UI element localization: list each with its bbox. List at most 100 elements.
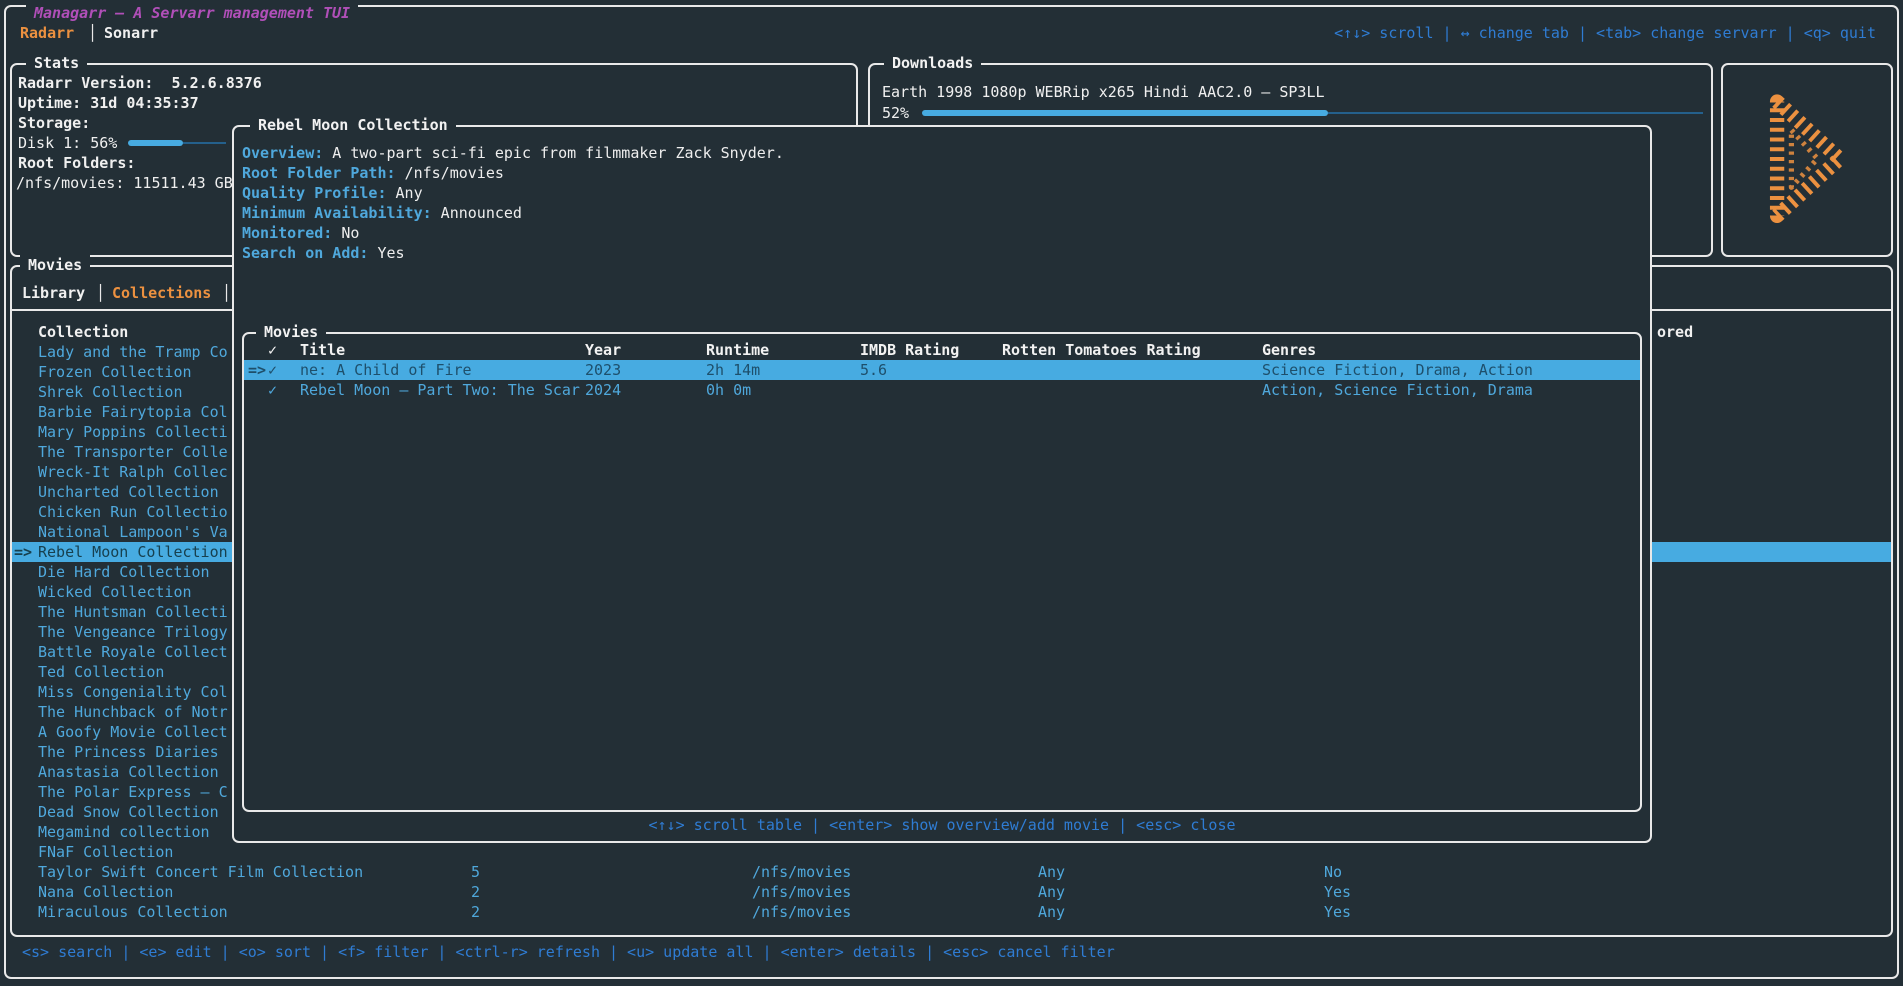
- collection-row[interactable]: Battle Royale Collect: [12, 642, 1891, 662]
- collection-row[interactable]: The Huntsman Collecti: [12, 602, 1891, 622]
- tab-sonarr[interactable]: Sonarr: [104, 24, 159, 42]
- collection-row[interactable]: Wicked Collection: [12, 582, 1891, 602]
- field-label: Overview:: [242, 144, 324, 162]
- managarr-play-logo-icon: [1769, 94, 1847, 224]
- modal-field: Search on Add: Yes: [242, 243, 405, 263]
- stats-title: Stats: [26, 53, 88, 73]
- collection-row[interactable]: Shrek Collection: [12, 382, 1891, 402]
- field-value: No: [332, 224, 360, 242]
- collection-label: Chicken Run Collectio: [38, 503, 228, 521]
- collection-row[interactable]: Miss Congeniality Col: [12, 682, 1891, 702]
- modal-field: Minimum Availability: Announced: [242, 203, 522, 223]
- collection-label: The Transporter Colle: [38, 443, 228, 461]
- modal-field: Root Folder Path: /nfs/movies: [242, 163, 504, 183]
- disk-usage-label: Disk 1: 56%: [18, 134, 118, 152]
- movie-cell: 0h 0m: [706, 381, 752, 399]
- collection-row[interactable]: Ted Collection: [12, 662, 1891, 682]
- collection-label: Dead Snow Collection: [38, 803, 219, 821]
- collection-label: Mary Poppins Collecti: [38, 423, 228, 441]
- tab-library[interactable]: Library: [22, 284, 86, 302]
- collection-label: Uncharted Collection: [38, 483, 219, 501]
- movie-cell: Rebel Moon – Part Two: The Scar: [300, 381, 580, 399]
- collection-row[interactable]: Frozen Collection: [12, 362, 1891, 382]
- collection-row[interactable]: Die Hard Collection: [12, 562, 1891, 582]
- field-label: Search on Add:: [242, 244, 369, 262]
- movie-row[interactable]: => ✓ ne: A Child of Fire 2023 2h 14m 5.6 Scien…: [244, 360, 1640, 380]
- collection-label: Frozen Collection: [38, 363, 192, 381]
- collection-row[interactable]: A Goofy Movie Collect: [12, 722, 1891, 742]
- collection-row[interactable]: The Polar Express – C: [12, 782, 1891, 802]
- collection-row[interactable]: The Vengeance Trilogy: [12, 622, 1891, 642]
- tab-radarr[interactable]: Radarr: [20, 24, 75, 42]
- modal-field: Quality Profile: Any: [242, 183, 423, 203]
- collection-label: Barbie Fairytopia Col: [38, 403, 228, 421]
- modal-movies-title: Movies: [256, 322, 327, 342]
- tab-collections[interactable]: Collections: [112, 284, 212, 302]
- collection-label: National Lampoon's Va: [38, 523, 228, 541]
- collection-label: The Hunchback of Notr: [38, 703, 228, 721]
- download-gauge-track: [1328, 112, 1703, 114]
- tab-separator: │: [222, 284, 232, 302]
- collection-label: Wicked Collection: [38, 583, 192, 601]
- collection-label: Nana Collection: [38, 883, 174, 901]
- field-value: Announced: [431, 204, 522, 222]
- collection-label: Lady and the Tramp Co: [38, 343, 228, 361]
- movie-row[interactable]: ✓ Rebel Moon – Part Two: The Scar 2024 0h 0…: [244, 380, 1640, 400]
- collection-label: Anastasia Collection: [38, 763, 219, 781]
- selection-arrow: =>: [248, 361, 267, 379]
- movie-column-header: Rotten Tomatoes Rating: [1002, 341, 1201, 359]
- collection-row[interactable]: The Transporter Colle: [12, 442, 1891, 462]
- collection-label: Taylor Swift Concert Film Collection: [38, 863, 364, 881]
- field-value: Any: [386, 184, 423, 202]
- top-keybinds: <↑↓> scroll | ↔ change tab | <tab> chang…: [1334, 24, 1876, 42]
- field-label: Minimum Availability:: [242, 204, 432, 222]
- field-label: Quality Profile:: [242, 184, 387, 202]
- collection-row[interactable]: Miraculous Collection 2/nfs/movies Any Yes: [12, 902, 1891, 922]
- collection-row[interactable]: Dead Snow Collection: [12, 802, 1891, 822]
- collection-label: Miraculous Collection: [38, 903, 228, 921]
- collection-row[interactable]: Mary Poppins Collecti: [12, 422, 1891, 442]
- collection-cell: Yes: [1324, 903, 1352, 921]
- radarr-version: Radarr Version: 5.2.6.8376: [18, 74, 262, 92]
- collection-cell: Any: [1038, 863, 1066, 881]
- modal-field: Monitored: No: [242, 223, 359, 243]
- collection-row[interactable]: The Hunchback of Notr: [12, 702, 1891, 722]
- movie-cell: 2024: [585, 381, 622, 399]
- collection-row[interactable]: Barbie Fairytopia Col: [12, 402, 1891, 422]
- movie-column-header: ✓: [268, 341, 278, 359]
- storage-label: Storage:: [18, 114, 91, 132]
- collection-cell: /nfs/movies: [752, 903, 852, 921]
- collection-label: The Vengeance Trilogy: [38, 623, 228, 641]
- disk-usage-gauge: [128, 138, 226, 148]
- field-value: Yes: [368, 244, 405, 262]
- collection-label: FNaF Collection: [38, 843, 174, 861]
- collection-row[interactable]: Nana Collection 2/nfs/movies Any Yes: [12, 882, 1891, 902]
- collection-row[interactable]: Chicken Run Collectio: [12, 502, 1891, 522]
- collection-row[interactable]: Wreck-It Ralph Collec: [12, 462, 1891, 482]
- collection-row[interactable]: National Lampoon's Va: [12, 522, 1891, 542]
- collection-label: Die Hard Collection: [38, 563, 210, 581]
- collection-row[interactable]: FNaF Collection: [12, 842, 1891, 862]
- collection-row[interactable]: Uncharted Collection: [12, 482, 1891, 502]
- collection-row[interactable]: Taylor Swift Concert Film Collection 5/nf…: [12, 862, 1891, 882]
- collection-cell: No: [1324, 863, 1343, 881]
- collection-details-modal: Rebel Moon Collection Overview: A two-pa…: [232, 115, 1652, 843]
- app-title: Managarr – A Servarr management TUI: [26, 3, 359, 23]
- movie-column-header: Genres: [1262, 341, 1317, 359]
- collection-row[interactable]: Anastasia Collection: [12, 762, 1891, 782]
- collection-row[interactable]: The Princess Diaries: [12, 742, 1891, 762]
- collection-label: The Polar Express – C: [38, 783, 228, 801]
- movie-column-header: IMDB Rating: [860, 341, 960, 359]
- disk-gauge-track: [182, 142, 226, 144]
- movie-cell: ✓: [268, 381, 278, 399]
- selection-arrow: =>: [14, 543, 33, 561]
- movie-column-header: Runtime: [706, 341, 770, 359]
- collection-label: Shrek Collection: [38, 383, 183, 401]
- collection-label: Ted Collection: [38, 663, 165, 681]
- movie-cell: 2h 14m: [706, 361, 761, 379]
- collection-row[interactable]: Megamind collection: [12, 822, 1891, 842]
- collection-row[interactable]: Lady and the Tramp Co: [12, 342, 1891, 362]
